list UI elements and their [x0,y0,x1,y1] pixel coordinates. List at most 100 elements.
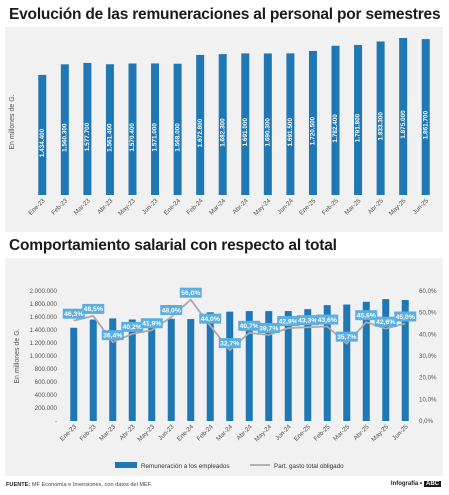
chart2-line-label-text: 48,0% [162,307,181,314]
chart2-y-tick: 1.200.000 [29,340,57,347]
chart2-y-tick: 1.600.000 [29,314,57,321]
chart2-y-tick: 400.000 [35,392,58,399]
chart1-x-tick: Jun-23 [141,197,160,216]
chart2-line-label-box [179,287,202,298]
source-label: FUENTE: [6,482,31,488]
chart2-x-tick: Mar-25 [332,423,351,442]
chart2-line-label: 41,9% [140,318,163,329]
chart1-bar [105,64,114,195]
chart1-bar [218,54,227,196]
chart1-x-tick: Ene-23 [27,197,47,217]
chart1-bar [308,50,317,195]
chart2-line-label-box [199,313,222,324]
credit-label: Infografía • [390,481,422,487]
chart2-panel: En millones de G. - 200.000 400.000 600.000 8… [5,258,443,476]
chart2-line-label-box [160,305,183,315]
chart2-line-label-text: 42,9% [279,318,298,325]
chart2-line-label-box [257,322,280,333]
chart1-value-label: 1.561.400 [107,123,114,152]
chart1-bar [173,63,182,196]
chart1-value-label: 1.691.500 [287,118,294,147]
chart2-x-tick: Feb-25 [313,423,332,442]
chart1-value-label: 1.791.800 [355,113,362,142]
chart1-x-tick: Feb-25 [321,197,340,216]
chart2-line-label-text: 36,4% [103,332,122,339]
chart2-title: Comportamiento salarial con respecto al … [9,237,337,254]
chart1-x-tick: Ene-25 [298,197,318,217]
chart1-x-tick: Mar-23 [73,197,92,216]
chart2-line-label-box [296,315,319,326]
chart2-y2-tick: 60,0% [419,288,437,295]
chart1-bar [128,63,137,195]
chart2-y2-tick: 50,0% [419,310,437,317]
chart2-y-tick: 600.000 [35,379,58,386]
chart1-x-tick: Abr-25 [367,197,386,216]
chart2-line-label-text: 43,6% [318,317,337,324]
chart1-x-tick: Abr-23 [96,197,115,216]
chart2-line-label-box [277,316,300,327]
chart2-line-label-text: 45,6% [357,312,376,319]
chart2-line-label-text: 46,3% [64,311,83,318]
chart2-y-tick: 1.400.000 [29,327,57,334]
chart2-line-label-box [62,308,85,319]
chart1-title: Evolución de las remuneraciones al perso… [9,6,441,23]
chart2-line-label: 43,3% [296,315,319,326]
chart1-bar [421,39,430,196]
chart2-line-label: 56,0% [179,287,202,298]
chart2-x-tick: Ene-23 [59,423,79,443]
legend-label-bars: Remuneración a los empleados [141,463,230,470]
chart1-x-tick: Mar-24 [208,197,227,216]
chart2-line-label-box [218,338,241,349]
chart1-value-label: 1.690.300 [265,118,272,147]
chart1-value-label: 1.568.000 [174,123,181,152]
chart2-line-label-box [355,310,378,321]
chart1-x-tick: May-23 [117,197,137,217]
chart1-svg: En millones de G. 1.434.400 Ene-23 1.560.30… [9,38,431,217]
chart1-value-label: 1.875.000 [400,110,407,139]
chart2-line-label-text: 48,5% [84,306,103,313]
chart1-value-label: 1.434.400 [39,128,46,157]
chart2-y2-tick: 0,0% [419,418,434,425]
chart2-line-label: 45,6% [355,310,378,321]
chart2-line-label-box [394,311,417,322]
chart2-line-label: 40,2% [121,321,144,332]
chart2-y2-tick: 20,0% [419,375,437,382]
chart1-bar [196,54,205,195]
chart2-x-tick: Jun-24 [274,423,293,442]
chart2-line-label-box [238,320,261,331]
chart2-bar [284,311,292,421]
chart2-x-tick: Abr-25 [352,423,371,442]
chart2-line-label: 39,7% [257,322,280,333]
chart2-y-tick: - [55,418,57,425]
chart2-line-label: 36,4% [101,330,124,341]
chart1-x-tick: Jun-25 [412,197,431,216]
chart2-line-label: 42,6% [374,316,397,327]
chart2-line-label: 46,3% [62,308,85,319]
chart2-bar [401,299,409,421]
chart2-x-tick: Mar-24 [215,423,234,442]
chart1-x-tick: May-24 [252,197,272,217]
chart2-line-label-text: 44,0% [201,316,220,323]
chart2-line-label: 48,0% [160,305,183,315]
chart2-line-label-box [335,331,358,342]
chart1-value-label: 1.577.700 [84,122,91,151]
chart2-bar [70,327,78,421]
chart2-bar [362,301,370,421]
chart1-value-label: 1.861.700 [422,110,429,139]
chart1-x-tick: Feb-24 [186,197,205,216]
chart2-line-label-text: 56,0% [181,290,200,297]
chart2-y2-tick: 30,0% [419,353,437,360]
chart1-x-tick: May-25 [388,197,408,217]
chart2-line-label: 35,7% [335,331,358,342]
credit: Infografía • ABC [391,481,441,487]
chart2-line-label: 45,0% [394,311,417,322]
chart1-value-label: 1.560.300 [62,123,69,152]
chart2-x-tick: May-24 [253,423,273,443]
chart2-x-tick: Feb-23 [79,423,98,442]
chart2-line-label-text: 41,9% [142,321,161,328]
chart2-line-label: 42,9% [277,316,300,327]
chart1-x-tick: Ene-24 [163,197,183,217]
chart2-x-tick: Abr-23 [118,423,137,442]
chart2-x-tick: May-23 [136,423,156,443]
chart1-bar [354,44,363,195]
